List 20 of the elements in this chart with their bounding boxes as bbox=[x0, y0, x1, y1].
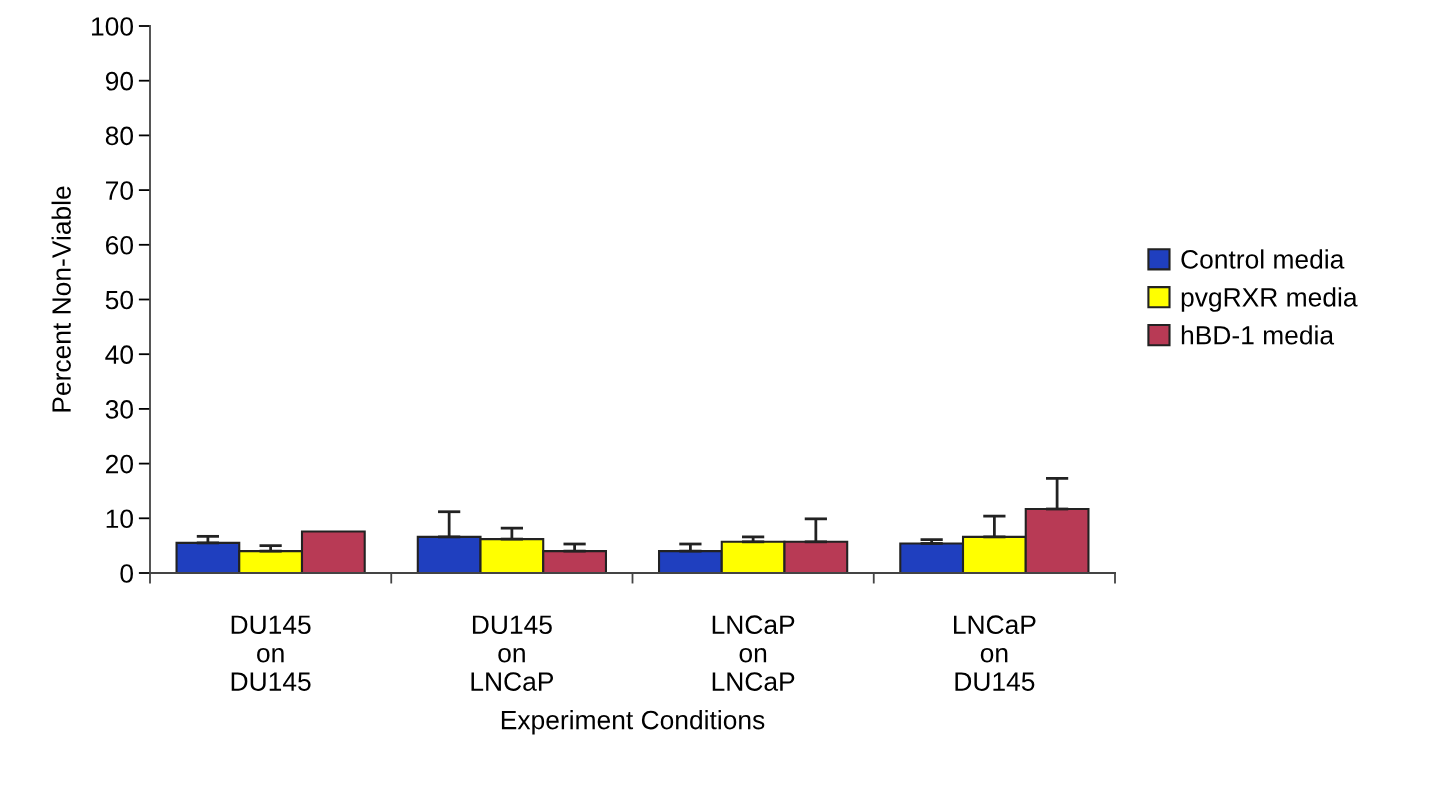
y-tick-label: 20 bbox=[106, 454, 133, 474]
y-tick-label: 60 bbox=[106, 235, 133, 255]
legend-label: hBD-1 media bbox=[1181, 325, 1335, 345]
x-tick-label: LNCaP on LNCaP bbox=[712, 615, 795, 691]
y-tick-label: 50 bbox=[105, 290, 133, 310]
y-tick-label: 80 bbox=[105, 126, 133, 146]
legend-label: Control media bbox=[1181, 249, 1345, 269]
y-axis-title: Percent Non-Viable bbox=[51, 186, 71, 412]
y-tick-label: 30 bbox=[105, 400, 133, 419]
y-tick-label: 40 bbox=[105, 345, 133, 365]
y-tick-label: 100 bbox=[92, 17, 133, 36]
y-tick-label: 70 bbox=[106, 181, 133, 200]
legend-label: pvgRXR media bbox=[1181, 287, 1358, 312]
x-tick-label: DU145 on DU145 bbox=[231, 615, 311, 691]
x-tick-label: DU145 on LNCaP bbox=[471, 615, 554, 691]
x-tick-label: LNCaP on DU145 bbox=[954, 615, 1036, 691]
y-tick-label: 0 bbox=[120, 564, 133, 583]
x-axis-title: Experiment Conditions bbox=[501, 710, 765, 735]
y-tick-label: 90 bbox=[105, 71, 133, 91]
y-tick-label: 10 bbox=[106, 509, 133, 529]
